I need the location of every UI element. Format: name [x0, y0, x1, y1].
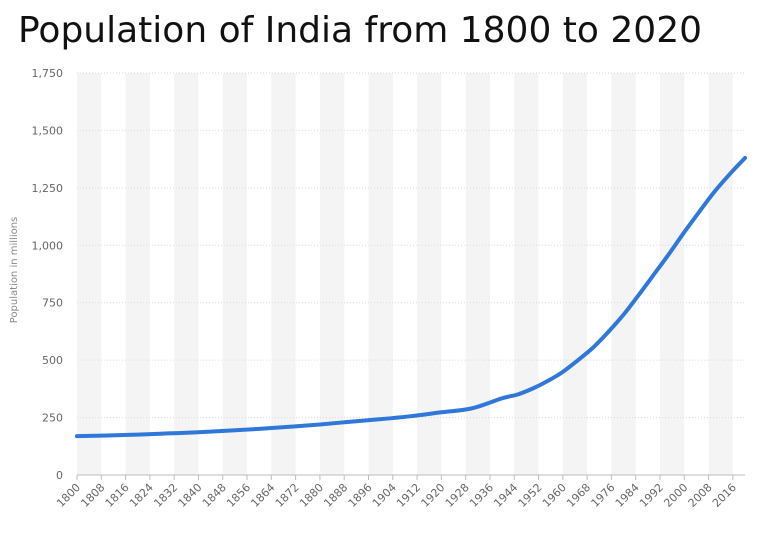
y-axis-label: Population in millions: [9, 217, 20, 324]
x-tick-label: 1984: [613, 481, 642, 510]
y-tick-label: 750: [42, 297, 63, 310]
x-tick-label: 2000: [661, 481, 690, 510]
background-band: [611, 73, 636, 475]
grid-lines: [77, 72, 745, 476]
x-tick-label: 2008: [686, 481, 715, 510]
x-tick-label: 1848: [200, 481, 229, 510]
x-tick-label: 1952: [516, 481, 545, 510]
x-tick-label: 1864: [248, 481, 277, 510]
x-tick-label: 1904: [370, 481, 399, 510]
x-tick-label: 1880: [297, 481, 326, 510]
background-band: [125, 73, 150, 475]
background-bands: [77, 73, 733, 475]
background-band: [319, 73, 345, 475]
x-tick-label: 1872: [273, 481, 302, 510]
background-band: [368, 73, 393, 475]
y-tick-label: 250: [42, 412, 63, 425]
background-band: [174, 73, 199, 475]
background-band: [271, 73, 296, 475]
chart-title: Population of India from 1800 to 2020: [18, 10, 702, 51]
y-tick-label: 1,500: [32, 124, 64, 137]
x-tick-label: 1920: [418, 481, 447, 510]
background-band: [659, 73, 685, 475]
background-band: [514, 73, 539, 475]
x-tick-label: 1944: [491, 481, 520, 510]
y-tick-label: 0: [56, 469, 63, 482]
x-tick-label: 1808: [78, 481, 107, 510]
background-band: [562, 73, 588, 475]
y-tick-label: 1,250: [32, 182, 64, 195]
background-band: [708, 73, 733, 475]
x-tick-label: 1888: [321, 481, 350, 510]
x-tick-label: 2016: [710, 481, 739, 510]
background-band: [465, 73, 490, 475]
x-tick-label: 1968: [564, 481, 593, 510]
x-tick-label: 1896: [346, 481, 375, 510]
x-tick-label: 1856: [224, 481, 253, 510]
x-tick-label: 1840: [176, 481, 205, 510]
background-band: [222, 73, 248, 475]
x-tick-label: 1976: [589, 481, 618, 510]
x-tick-label: 1928: [443, 481, 472, 510]
y-tick-label: 1,750: [32, 67, 64, 80]
x-tick-label: 1960: [540, 481, 569, 510]
y-tick-label: 500: [42, 354, 63, 367]
x-tick-label: 1832: [151, 481, 180, 510]
series-layer: [75, 155, 747, 439]
background-band: [77, 73, 102, 475]
y-tick-label: 1,000: [32, 239, 64, 252]
x-tick-label: 1816: [103, 481, 132, 510]
x-tick-label: 1992: [637, 481, 666, 510]
x-tick-label: 1936: [467, 481, 496, 510]
background-band: [417, 73, 442, 475]
x-axis-ticks: 1800180818161824183218401848185618641872…: [54, 475, 739, 510]
x-tick-label: 1824: [127, 481, 156, 510]
x-tick-label: 1800: [54, 481, 83, 510]
x-tick-label: 1912: [394, 481, 423, 510]
y-axis-ticks: 0 250 500 750 1,000 1,250 1,500 1,750: [32, 67, 64, 482]
series-line-population: [75, 155, 747, 439]
